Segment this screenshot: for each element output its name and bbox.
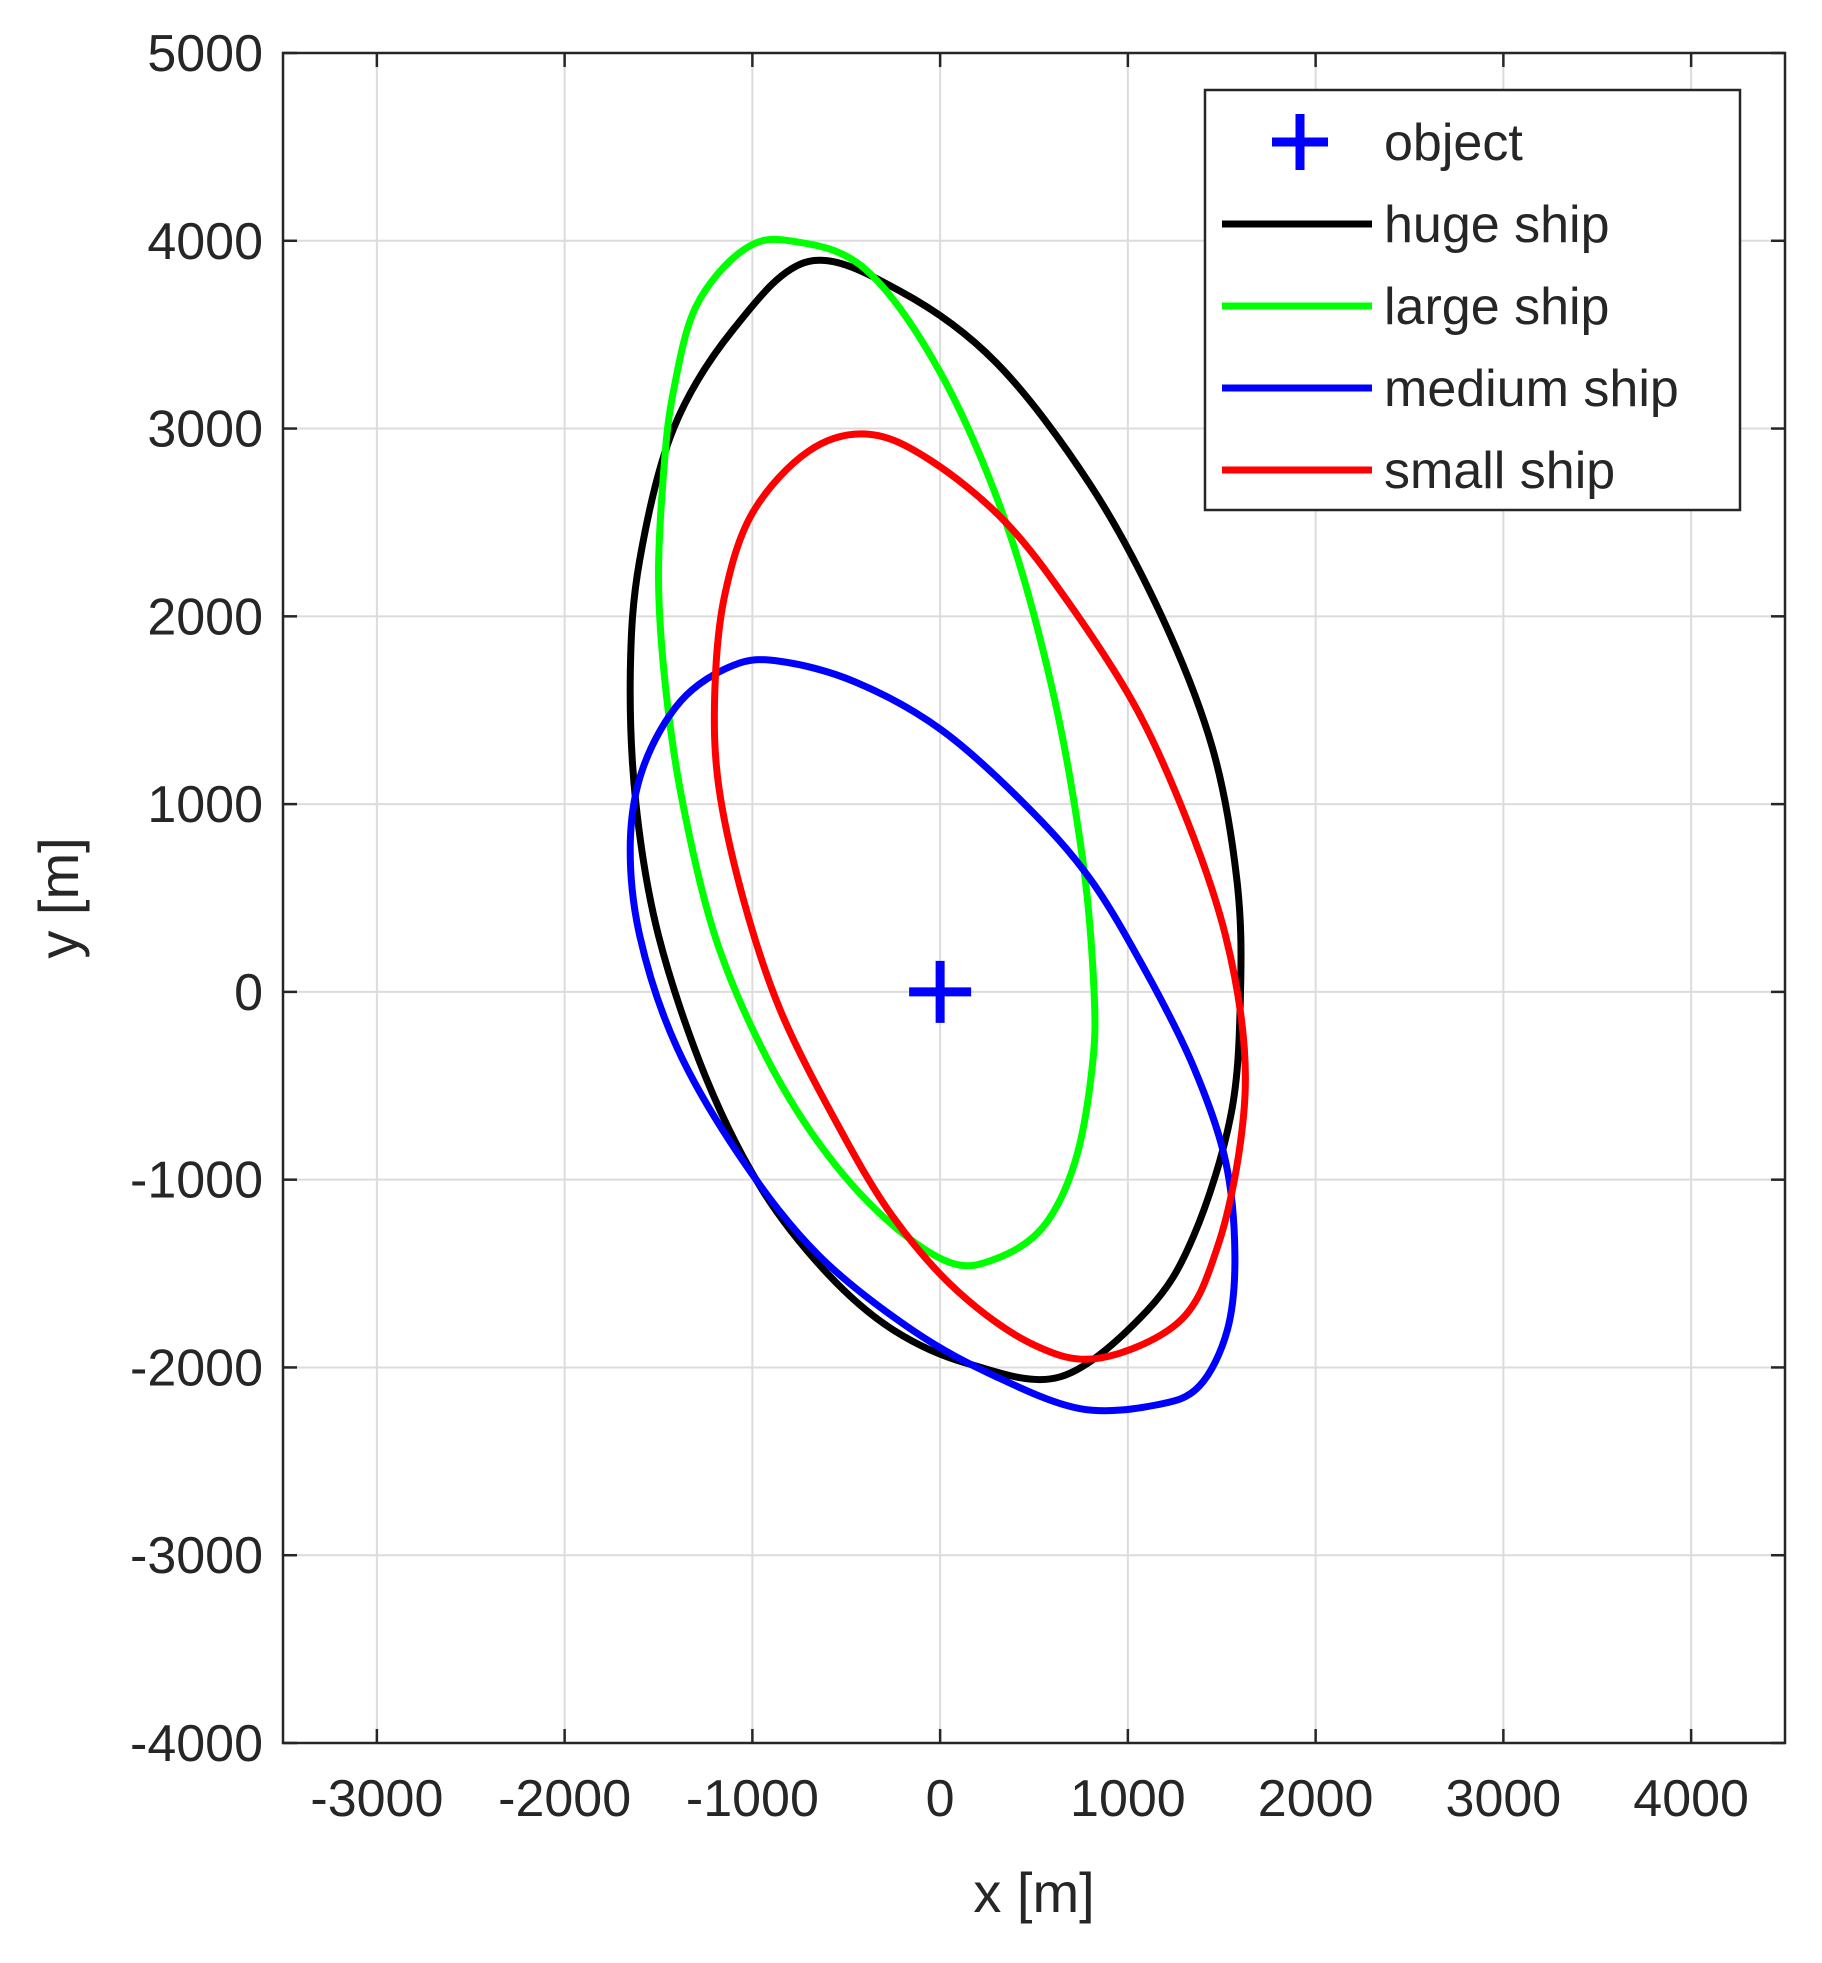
- x-tick-label: 4000: [1633, 1770, 1749, 1828]
- legend-label-large-ship: large ship: [1384, 278, 1609, 336]
- plot-area-frame: [281, 51, 1787, 1745]
- object-marker: [909, 960, 972, 1023]
- legend-label-medium-ship: medium ship: [1384, 360, 1679, 418]
- series-line-large-ship: [654, 235, 1099, 1270]
- axis-ticks: -3000 -2000 -1000 0 1000 2000 3000 4000 -4000 -30…: [130, 25, 1785, 1828]
- y-tick-label: -2000: [130, 1339, 263, 1397]
- y-tick-label: -4000: [130, 1715, 263, 1773]
- legend-label-object: object: [1384, 114, 1523, 172]
- y-tick-label: 4000: [147, 213, 263, 271]
- legend: object huge ship large ship medium ship smal…: [1203, 88, 1742, 512]
- x-tick-label: 2000: [1258, 1770, 1374, 1828]
- legend-label-huge-ship: huge ship: [1384, 196, 1610, 254]
- y-axis-label: y [m]: [27, 837, 90, 958]
- y-tick-label: -1000: [130, 1152, 263, 1210]
- y-tick-label: 1000: [147, 776, 263, 834]
- legend-label-small-ship: small ship: [1384, 442, 1615, 500]
- x-tick-label: -1000: [686, 1770, 819, 1828]
- x-tick-label: 0: [926, 1770, 955, 1828]
- x-tick-label: 3000: [1446, 1770, 1562, 1828]
- legend-swatch-object: [1272, 114, 1328, 170]
- series-line-small-ship: [710, 430, 1249, 1363]
- object-layer: [909, 960, 972, 1023]
- series-line-huge-ship: [626, 256, 1245, 1384]
- y-tick-label: 0: [234, 964, 263, 1022]
- y-tick-label: 2000: [147, 588, 263, 646]
- series-layer: [626, 235, 1249, 1415]
- legend-box: [1203, 88, 1742, 512]
- x-tick-label: 1000: [1070, 1770, 1186, 1828]
- series-line-medium-ship: [626, 656, 1239, 1415]
- y-tick-label: 3000: [147, 401, 263, 459]
- x-tick-label: -2000: [498, 1770, 631, 1828]
- y-tick-label: -3000: [130, 1527, 263, 1585]
- y-tick-label: 5000: [147, 25, 263, 83]
- x-axis-label: x [m]: [973, 1861, 1094, 1924]
- x-tick-label: -3000: [310, 1770, 443, 1828]
